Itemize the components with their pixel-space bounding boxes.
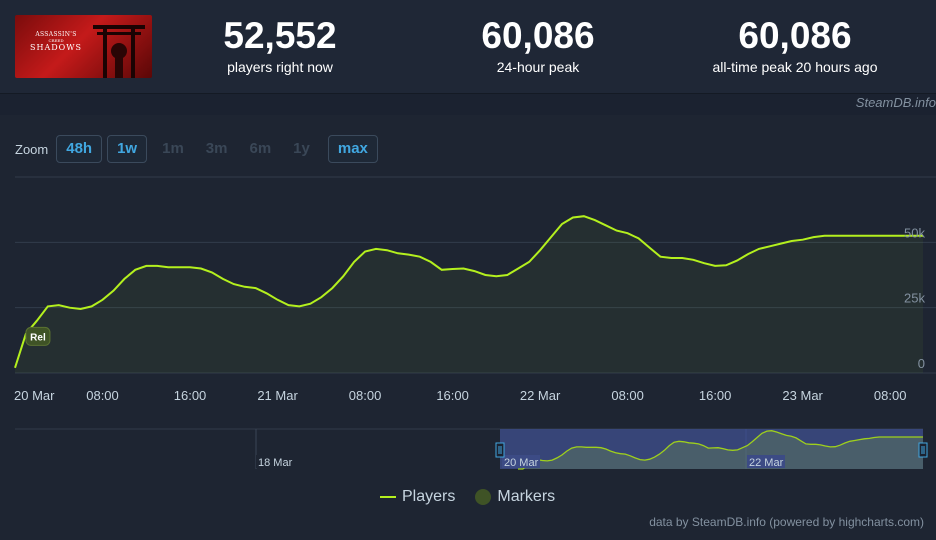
stat-current-players: 52,552 players right now xyxy=(165,15,395,75)
logo-line1: ASSASSIN'S xyxy=(35,31,77,38)
chart-grid xyxy=(15,176,936,374)
stats-header: ASSASSIN'S CREED SHADOWS 52,552 players … xyxy=(0,0,936,94)
zoom-max-button[interactable]: max xyxy=(327,135,378,163)
navigator-handle[interactable] xyxy=(918,442,928,458)
chart-panel xyxy=(0,115,936,540)
chart-markers: Rel xyxy=(25,326,51,346)
navigator-area xyxy=(518,430,923,469)
navigator-label-bg xyxy=(747,455,785,468)
x-tick-label: 08:00 xyxy=(611,388,644,403)
zoom-6m-button: 6m xyxy=(249,140,272,157)
stat-24h-peak: 60,086 24-hour peak xyxy=(423,15,653,75)
torii-gate-icon xyxy=(93,25,145,78)
y-tick-label: 0 xyxy=(918,356,925,371)
zoom-1y-button: 1y xyxy=(293,140,310,157)
marker-label: Rel xyxy=(30,332,46,343)
x-tick-label: 16:00 xyxy=(699,388,732,403)
players-area xyxy=(15,216,923,373)
chart-legend: Players Markers xyxy=(380,488,555,506)
x-tick-label: 22 Mar xyxy=(520,388,561,403)
stat-value: 52,552 xyxy=(223,15,337,56)
stat-value: 60,086 xyxy=(738,15,852,56)
navigator-label-bg xyxy=(256,455,294,468)
stat-label: all-time peak 20 hours ago xyxy=(712,59,878,75)
footer-credit[interactable]: data by SteamDB.info (powered by highcha… xyxy=(649,515,924,529)
x-tick-label: 08:00 xyxy=(86,388,119,403)
players-line xyxy=(14,215,923,369)
logo-line2: CREED xyxy=(48,38,64,43)
navigator-label-bg xyxy=(502,455,540,468)
markers-legend-icon xyxy=(475,489,492,505)
game-banner[interactable]: ASSASSIN'S CREED SHADOWS xyxy=(15,15,152,78)
navigator: 18 Mar 20 Mar 22 Mar xyxy=(15,428,928,470)
zoom-label: Zoom xyxy=(15,141,49,157)
zoom-3m-button: 3m xyxy=(205,140,228,157)
x-tick-label: 08:00 xyxy=(874,388,907,403)
navigator-line xyxy=(518,430,923,470)
stat-label: players right now xyxy=(227,59,333,75)
navigator-label: 22 Mar xyxy=(749,457,784,469)
x-tick-label: 21 Mar xyxy=(257,388,298,403)
stat-label: 24-hour peak xyxy=(496,59,580,75)
x-tick-label: 08:00 xyxy=(349,388,382,403)
players-legend-icon xyxy=(380,496,396,498)
x-tick-label: 23 Mar xyxy=(782,388,823,403)
game-logo: ASSASSIN'S CREED SHADOWS xyxy=(21,31,91,52)
zoom-1w-button[interactable]: 1w xyxy=(107,135,148,163)
navigator-label: 18 Mar xyxy=(258,457,293,469)
navigator-handle[interactable] xyxy=(495,442,505,458)
y-axis-labels: 0 25k 50k xyxy=(904,225,925,371)
y-tick-label: 50k xyxy=(904,225,925,240)
marker-flag xyxy=(25,326,51,346)
navigator-label: 20 Mar xyxy=(504,457,539,469)
site-credit[interactable]: SteamDB.info xyxy=(855,95,936,110)
x-tick-label: 16:00 xyxy=(436,388,469,403)
zoom-1m-button: 1m xyxy=(162,140,184,157)
legend-players[interactable]: Players xyxy=(402,488,456,505)
zoom-controls: Zoom 48h 1w 1m 3m 6m 1y max xyxy=(15,135,383,163)
x-tick-label: 16:00 xyxy=(174,388,207,403)
y-tick-label: 25k xyxy=(904,291,925,306)
stat-value: 60,086 xyxy=(481,15,595,56)
logo-line3: SHADOWS xyxy=(30,43,82,52)
x-axis-labels: 20 Mar 08:00 16:00 21 Mar 08:00 16:00 22 Mar 08… xyxy=(14,388,906,403)
zoom-48h-button[interactable]: 48h xyxy=(56,135,103,163)
stat-all-time-peak: 60,086 all-time peak 20 hours ago xyxy=(680,15,910,75)
legend-markers[interactable]: Markers xyxy=(497,488,556,505)
x-tick-label: 20 Mar xyxy=(14,388,55,403)
